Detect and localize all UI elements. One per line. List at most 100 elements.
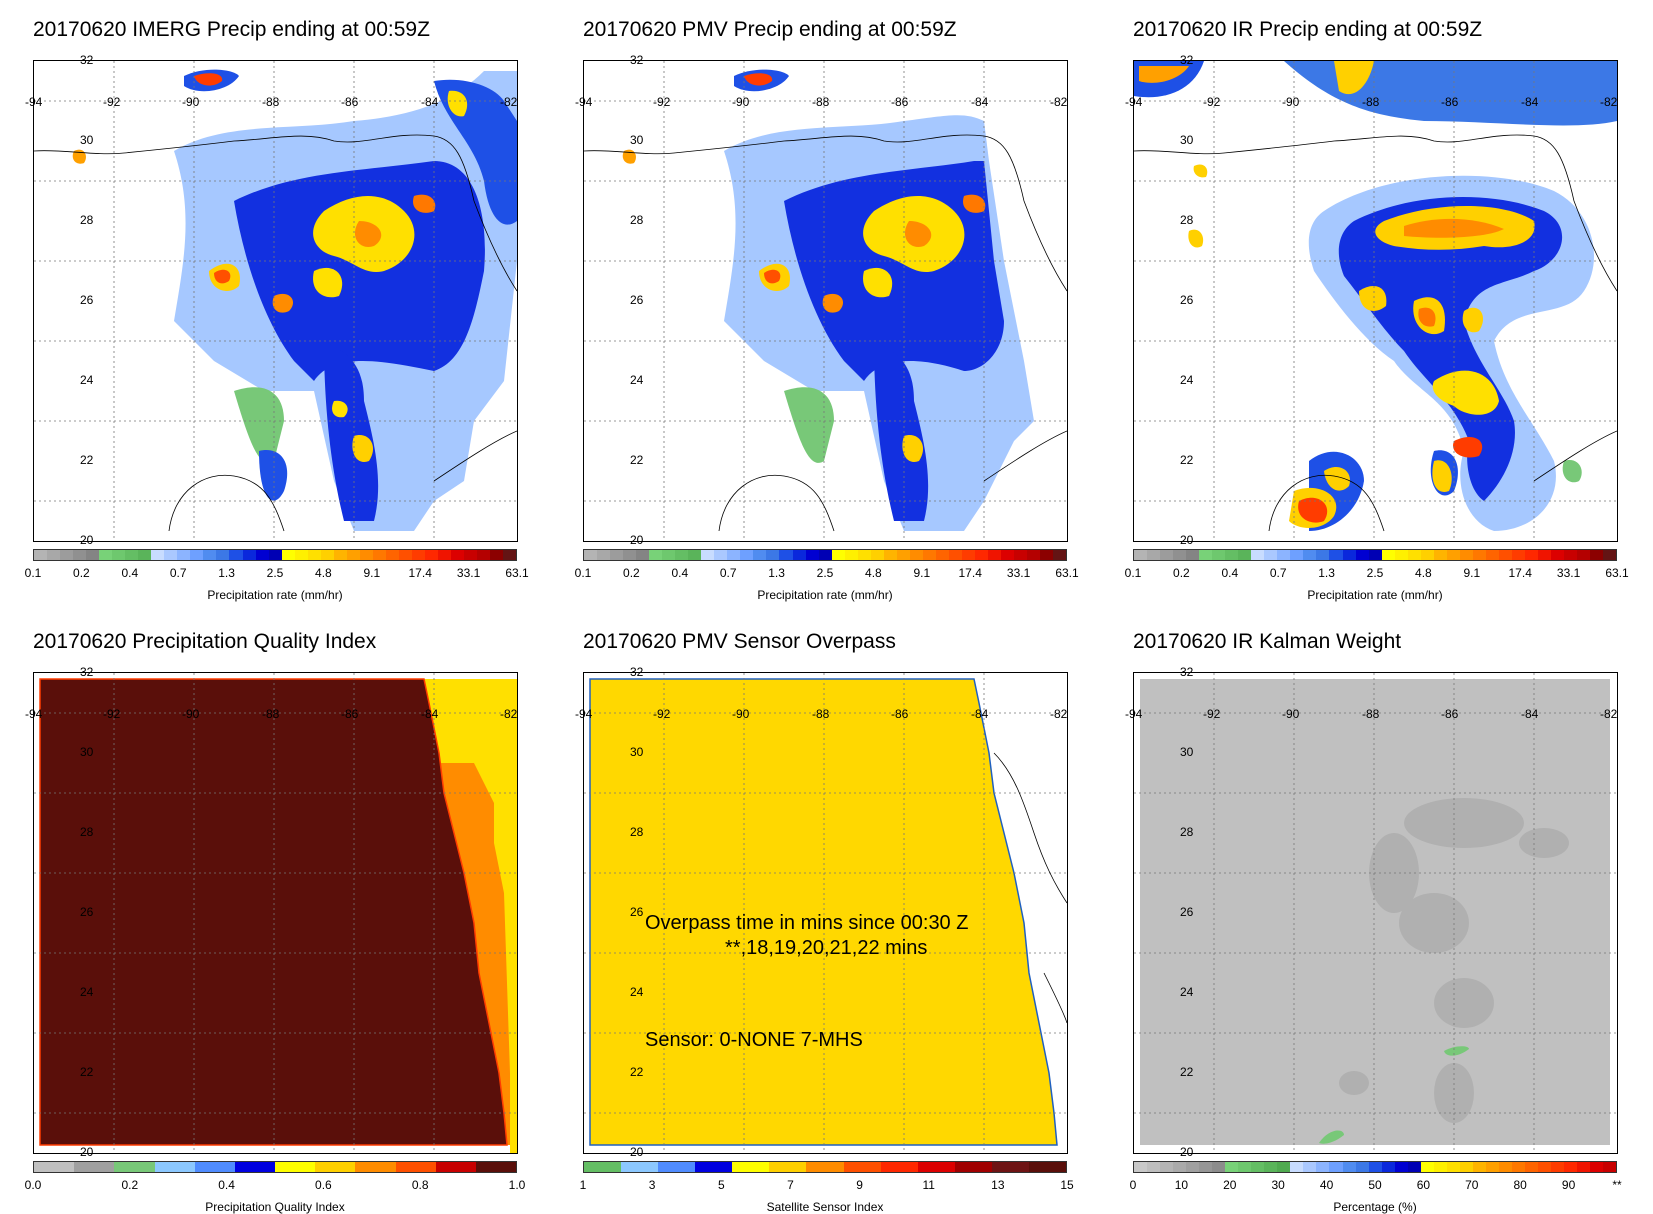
colorbar-label: 11 (922, 1178, 935, 1192)
colorbar-swatch (333, 550, 347, 560)
colorbar-label: 17.4 (958, 566, 982, 580)
colorbar-swatch (194, 1162, 235, 1172)
colorbar-swatch (917, 1162, 955, 1172)
lon-label: -86 (341, 707, 359, 721)
colorbar-swatch (355, 1162, 396, 1172)
lon-label: -92 (653, 707, 671, 721)
colorbar-label: 5 (717, 1178, 725, 1192)
colorbar-label: 0.8 (411, 1178, 429, 1192)
colorbar-swatch (1368, 1162, 1382, 1172)
colorbar-swatch (896, 550, 910, 560)
colorbar-swatch (275, 1162, 316, 1172)
colorbar-labels: 0.0 0.2 0.4 0.6 0.8 1.0 (25, 1178, 526, 1192)
colorbar-swatch (1001, 550, 1015, 560)
colorbar-swatch (1160, 1162, 1174, 1172)
panel-title: 20170620 Precipitation Quality Index (33, 630, 377, 653)
lat-label: 24 (630, 985, 644, 999)
colorbar-swatch (658, 1162, 696, 1172)
lat-label: 30 (80, 745, 94, 759)
overpass-mins-text: **,18,19,20,21,22 mins (725, 937, 928, 959)
colorbar-label: 33.1 (456, 566, 481, 580)
colorbar-label: 1.3 (1318, 566, 1335, 580)
colorbar-swatch (1186, 550, 1200, 560)
lat-label: 28 (630, 213, 644, 227)
lat-label: 30 (1180, 133, 1194, 147)
precip-field (622, 69, 1034, 531)
colorbar-swatch (1329, 550, 1343, 560)
colorbar-swatch (1040, 550, 1054, 560)
lon-label: -88 (812, 95, 830, 109)
colorbar-label: 2.5 (1366, 566, 1384, 580)
colorbar-swatch (1173, 1162, 1187, 1172)
colorbar-label: 0.4 (218, 1178, 235, 1192)
colorbar-swatch (597, 550, 611, 560)
colorbar-swatch (1407, 1162, 1421, 1172)
colorbar-swatch (954, 1162, 992, 1172)
precip-field (1134, 61, 1617, 532)
grid-lines (584, 673, 1067, 1153)
grid-lines (34, 673, 517, 1153)
colorbar-swatch (883, 550, 897, 560)
lon-label: -84 (421, 707, 439, 721)
colorbar-swatch (294, 550, 308, 560)
colorbar-swatch (475, 1162, 517, 1172)
lat-label: 28 (630, 825, 644, 839)
colorbar-swatch (464, 550, 478, 560)
lon-label: -84 (971, 707, 989, 721)
colorbar-swatch (584, 550, 598, 560)
colorbar-swatch (60, 550, 74, 560)
colorbar-swatch (1394, 1162, 1408, 1172)
lon-label: -82 (1600, 95, 1618, 109)
colorbar-swatch (114, 1162, 155, 1172)
colorbar-swatch (503, 550, 517, 560)
map-imerg (33, 60, 518, 542)
colorbar-label: 0.7 (1269, 566, 1287, 580)
colorbar-title: Precipitation Quality Index (205, 1200, 345, 1214)
colorbar-label: 0.2 (73, 566, 90, 580)
colorbar-label: 0.1 (24, 566, 42, 580)
colorbar-swatch (1603, 1162, 1617, 1172)
panel-ir: 20170620 IR Precip ending at 00:59Z (1100, 0, 1629, 602)
colorbar-swatch (1381, 1162, 1395, 1172)
colorbar-swatch (961, 550, 975, 560)
colorbar-label: 63.1 (1055, 566, 1079, 580)
lon-label: -82 (1050, 707, 1068, 721)
colorbar-swatch (621, 1162, 659, 1172)
coastline (1134, 134, 1617, 532)
colorbar-title: Satellite Sensor Index (766, 1200, 884, 1214)
lat-label: 20 (1180, 1145, 1194, 1159)
colorbar-swatch (1264, 550, 1278, 560)
colorbar-swatch (974, 550, 988, 560)
colorbar (583, 1161, 1067, 1173)
lon-label: -90 (732, 95, 750, 109)
colorbar-swatch (395, 1162, 436, 1172)
colorbar-swatch (138, 550, 152, 560)
colorbar-swatch (1355, 550, 1369, 560)
panel-title: 20170620 PMV Sensor Overpass (583, 630, 896, 653)
colorbar (33, 1161, 517, 1173)
colorbar (33, 549, 517, 561)
colorbar-label: 63.1 (1605, 566, 1629, 580)
colorbar-label: 1 (579, 1178, 587, 1192)
lat-label: 20 (630, 1145, 644, 1159)
colorbar-label: 0.2 (1173, 566, 1190, 580)
colorbar-swatch (1303, 1162, 1317, 1172)
lon-label: -88 (812, 707, 830, 721)
colorbar-swatch (125, 550, 139, 560)
lat-label: 24 (80, 373, 94, 387)
lon-label: -86 (1441, 707, 1459, 721)
panel-title: 20170620 IR Precip ending at 00:59Z (1133, 18, 1483, 41)
colorbar-swatch (1199, 1162, 1213, 1172)
panel-quality-index: 20170620 Precipitation Quality Index -94… (0, 612, 526, 1214)
colorbar-swatch (1537, 550, 1551, 560)
coastline (584, 134, 1067, 532)
lon-label: -94 (575, 707, 593, 721)
grid-lines (34, 61, 517, 541)
colorbar-swatch (1186, 1162, 1200, 1172)
lon-label: -90 (182, 95, 200, 109)
colorbar-swatch (1433, 1162, 1447, 1172)
colorbar-swatch (675, 550, 689, 560)
colorbar-swatch (1564, 550, 1578, 560)
colorbar-swatch (372, 550, 386, 560)
colorbar-swatch (1329, 1162, 1343, 1172)
